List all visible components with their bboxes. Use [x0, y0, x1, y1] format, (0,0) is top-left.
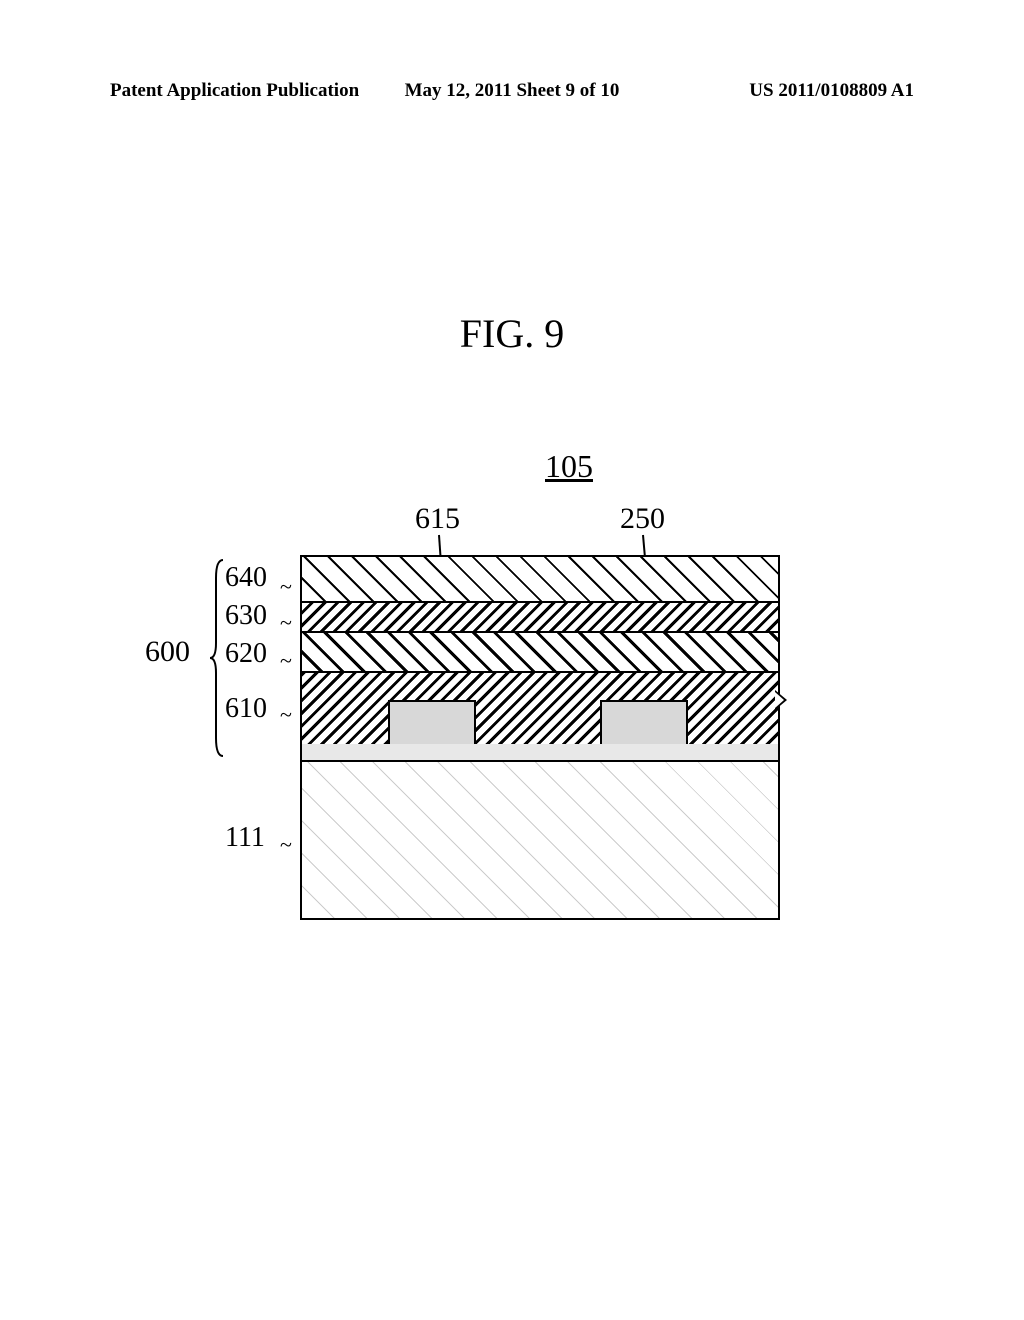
substrate-111: [300, 760, 780, 920]
reference-numeral-615: 615: [415, 502, 460, 536]
layer-610: [300, 671, 780, 746]
reference-numeral-main: 105: [545, 448, 593, 485]
reference-numeral-620: 620: [225, 638, 267, 670]
leader-tilde: ~: [280, 574, 292, 600]
reference-numeral-610: 610: [225, 693, 267, 725]
page-header: Patent Application Publication May 12, 2…: [0, 80, 1024, 102]
reference-numeral-600: 600: [145, 635, 190, 669]
header-publication-type: Patent Application Publication: [110, 80, 378, 102]
cross-section-diagram: [300, 555, 780, 925]
figure-title: FIG. 9: [0, 310, 1024, 357]
header-publication-number: US 2011/0108809 A1: [646, 80, 914, 102]
layer-620: [300, 631, 780, 673]
layer-630: [300, 601, 780, 633]
layer-640: [300, 555, 780, 603]
header-date-sheet: May 12, 2011 Sheet 9 of 10: [378, 80, 646, 102]
reference-numeral-640: 640: [225, 562, 267, 594]
reference-numeral-630: 630: [225, 600, 267, 632]
curly-brace-600: [210, 558, 225, 758]
leader-tilde: ~: [280, 648, 292, 674]
reference-numeral-111: 111: [225, 822, 265, 854]
quantum-dot-615: [388, 700, 476, 748]
leader-tilde: ~: [280, 702, 292, 728]
reference-numeral-250: 250: [620, 502, 665, 536]
break-notch-icon: [775, 692, 784, 708]
leader-tilde: ~: [280, 832, 292, 858]
quantum-dot-250: [600, 700, 688, 748]
leader-tilde: ~: [280, 610, 292, 636]
